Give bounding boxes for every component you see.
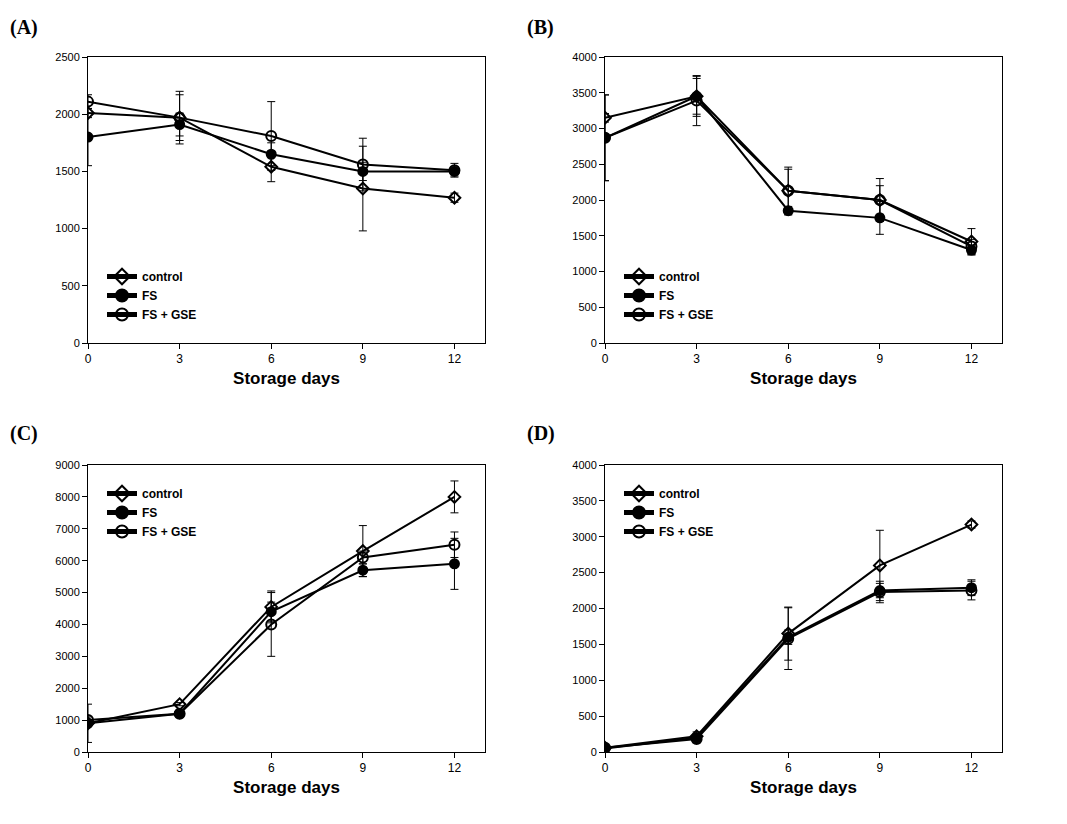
svg-text:6: 6	[268, 352, 275, 366]
svg-text:0: 0	[602, 761, 609, 775]
svg-text:12: 12	[965, 352, 979, 366]
svg-text:3: 3	[176, 352, 183, 366]
svg-text:FS: FS	[142, 289, 157, 303]
svg-text:control: control	[659, 270, 700, 284]
svg-text:control: control	[659, 487, 700, 501]
svg-text:control: control	[142, 487, 183, 501]
svg-text:Storage days: Storage days	[750, 778, 857, 797]
svg-text:6: 6	[785, 352, 792, 366]
svg-text:4000: 4000	[55, 618, 79, 630]
svg-text:1000: 1000	[55, 714, 79, 726]
svg-text:6: 6	[268, 761, 275, 775]
svg-text:0: 0	[602, 352, 609, 366]
svg-text:FS + GSE: FS + GSE	[659, 525, 713, 539]
svg-text:2000: 2000	[55, 108, 79, 120]
svg-text:0: 0	[591, 337, 597, 349]
svg-text:0: 0	[85, 761, 92, 775]
svg-text:4000: 4000	[572, 51, 596, 63]
svg-text:9: 9	[360, 761, 367, 775]
svg-text:4000: 4000	[572, 459, 596, 471]
svg-text:8000: 8000	[55, 491, 79, 503]
svg-text:500: 500	[578, 710, 596, 722]
svg-text:2000: 2000	[572, 194, 596, 206]
svg-text:2000: 2000	[572, 602, 596, 614]
svg-text:1500: 1500	[572, 638, 596, 650]
svg-text:12: 12	[448, 761, 462, 775]
svg-text:FS + GSE: FS + GSE	[142, 308, 196, 322]
svg-text:FS: FS	[659, 506, 674, 520]
svg-text:control: control	[142, 270, 183, 284]
svg-text:2500: 2500	[572, 158, 596, 170]
svg-text:0: 0	[85, 352, 92, 366]
svg-text:FS + GSE: FS + GSE	[659, 308, 713, 322]
svg-text:0: 0	[74, 337, 80, 349]
svg-text:3: 3	[693, 352, 700, 366]
svg-text:12: 12	[448, 352, 462, 366]
svg-text:12: 12	[965, 761, 979, 775]
svg-text:Storage days: Storage days	[750, 369, 857, 388]
svg-text:9: 9	[877, 352, 884, 366]
svg-text:3: 3	[176, 761, 183, 775]
svg-text:(A): (A)	[10, 16, 38, 39]
svg-text:3000: 3000	[572, 531, 596, 543]
svg-text:2500: 2500	[55, 51, 79, 63]
svg-text:(B): (B)	[527, 16, 554, 39]
svg-text:(C): (C)	[10, 422, 38, 445]
svg-text:0: 0	[591, 746, 597, 758]
svg-text:FS + GSE: FS + GSE	[142, 525, 196, 539]
svg-text:0: 0	[74, 746, 80, 758]
svg-text:9: 9	[360, 352, 367, 366]
svg-text:3: 3	[693, 761, 700, 775]
svg-text:(D): (D)	[527, 422, 555, 445]
svg-text:2000: 2000	[55, 682, 79, 694]
svg-text:2500: 2500	[572, 566, 596, 578]
svg-text:9000: 9000	[55, 459, 79, 471]
svg-text:FS: FS	[659, 289, 674, 303]
svg-text:1500: 1500	[572, 230, 596, 242]
svg-text:FS: FS	[142, 506, 157, 520]
svg-text:500: 500	[61, 280, 79, 292]
svg-text:1000: 1000	[572, 674, 596, 686]
svg-text:1000: 1000	[55, 222, 79, 234]
svg-text:3500: 3500	[572, 495, 596, 507]
svg-text:7000: 7000	[55, 523, 79, 535]
svg-text:9: 9	[877, 761, 884, 775]
svg-text:3000: 3000	[55, 650, 79, 662]
svg-text:1000: 1000	[572, 265, 596, 277]
svg-text:3000: 3000	[572, 122, 596, 134]
svg-text:6: 6	[785, 761, 792, 775]
svg-text:5000: 5000	[55, 586, 79, 598]
svg-text:Storage days: Storage days	[233, 369, 340, 388]
svg-text:3500: 3500	[572, 87, 596, 99]
svg-text:500: 500	[578, 301, 596, 313]
svg-text:Storage days: Storage days	[233, 778, 340, 797]
svg-text:6000: 6000	[55, 555, 79, 567]
svg-text:1500: 1500	[55, 165, 79, 177]
